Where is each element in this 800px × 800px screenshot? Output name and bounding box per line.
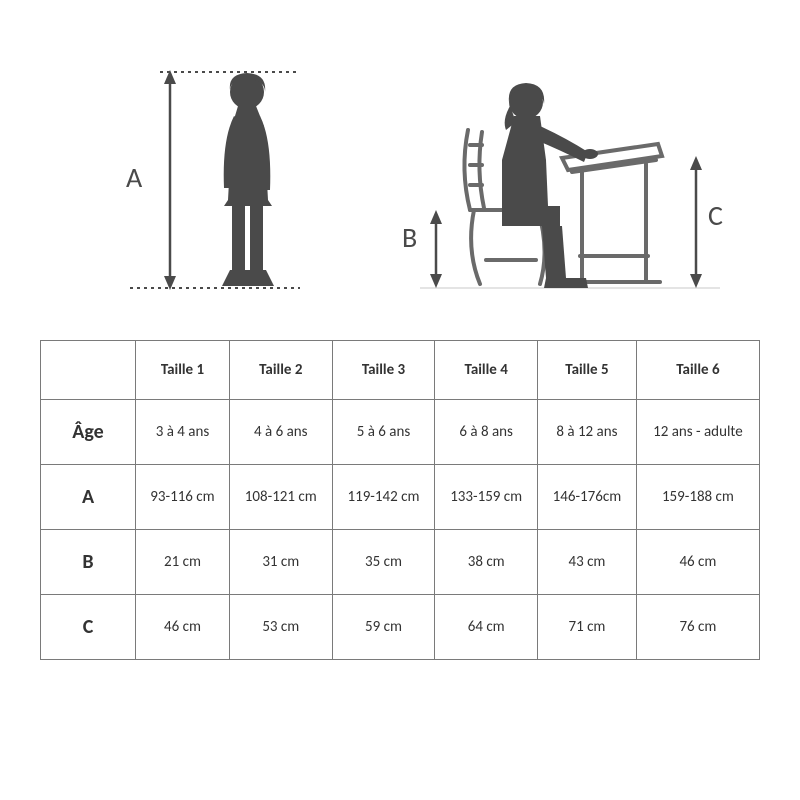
table-cell: 8 à 12 ans xyxy=(538,400,637,465)
table-cell: 64 cm xyxy=(435,595,538,660)
table-cell: 4 à 6 ans xyxy=(229,400,332,465)
table-cell: 35 cm xyxy=(332,530,435,595)
table-cell: 53 cm xyxy=(229,595,332,660)
table-cell: 46 cm xyxy=(636,530,759,595)
table-cell: 43 cm xyxy=(538,530,637,595)
diagram-standing: A xyxy=(70,60,330,300)
row-header-C: C xyxy=(41,595,136,660)
col-header: Taille 2 xyxy=(229,341,332,400)
col-header: Taille 1 xyxy=(136,341,230,400)
col-header: Taille 4 xyxy=(435,341,538,400)
table-cell: 108-121 cm xyxy=(229,465,332,530)
table-cell: 21 cm xyxy=(136,530,230,595)
row-header-A: A xyxy=(41,465,136,530)
table-cell: 133-159 cm xyxy=(435,465,538,530)
col-header: Taille 5 xyxy=(538,341,637,400)
table-cell: 159-188 cm xyxy=(636,465,759,530)
col-header: Taille 3 xyxy=(332,341,435,400)
corner-cell xyxy=(41,341,136,400)
table-cell: 71 cm xyxy=(538,595,637,660)
table-cell: 12 ans - adulte xyxy=(636,400,759,465)
table-cell: 76 cm xyxy=(636,595,759,660)
table-cell: 6 à 8 ans xyxy=(435,400,538,465)
size-table: Taille 1 Taille 2 Taille 3 Taille 4 Tail… xyxy=(40,340,760,660)
table-row: A 93-116 cm 108-121 cm 119-142 cm 133-15… xyxy=(41,465,760,530)
table-cell: 119-142 cm xyxy=(332,465,435,530)
label-C: C xyxy=(708,198,723,233)
diagram-seated: B C xyxy=(390,60,730,300)
table-cell: 3 à 4 ans xyxy=(136,400,230,465)
label-B: B xyxy=(402,220,417,255)
row-header-age: Âge xyxy=(41,400,136,465)
standing-figure-svg xyxy=(70,60,330,300)
table-header-row: Taille 1 Taille 2 Taille 3 Taille 4 Tail… xyxy=(41,341,760,400)
table-row: B 21 cm 31 cm 35 cm 38 cm 43 cm 46 cm xyxy=(41,530,760,595)
col-header: Taille 6 xyxy=(636,341,759,400)
table-row: C 46 cm 53 cm 59 cm 64 cm 71 cm 76 cm xyxy=(41,595,760,660)
label-A: A xyxy=(126,160,142,195)
seated-figure-svg xyxy=(390,60,730,300)
diagrams-container: A xyxy=(40,30,760,300)
table-cell: 38 cm xyxy=(435,530,538,595)
table-cell: 59 cm xyxy=(332,595,435,660)
table-cell: 5 à 6 ans xyxy=(332,400,435,465)
table-cell: 46 cm xyxy=(136,595,230,660)
table-cell: 31 cm xyxy=(229,530,332,595)
table-cell: 146-176cm xyxy=(538,465,637,530)
row-header-B: B xyxy=(41,530,136,595)
table-cell: 93-116 cm xyxy=(136,465,230,530)
table-row: Âge 3 à 4 ans 4 à 6 ans 5 à 6 ans 6 à 8 … xyxy=(41,400,760,465)
